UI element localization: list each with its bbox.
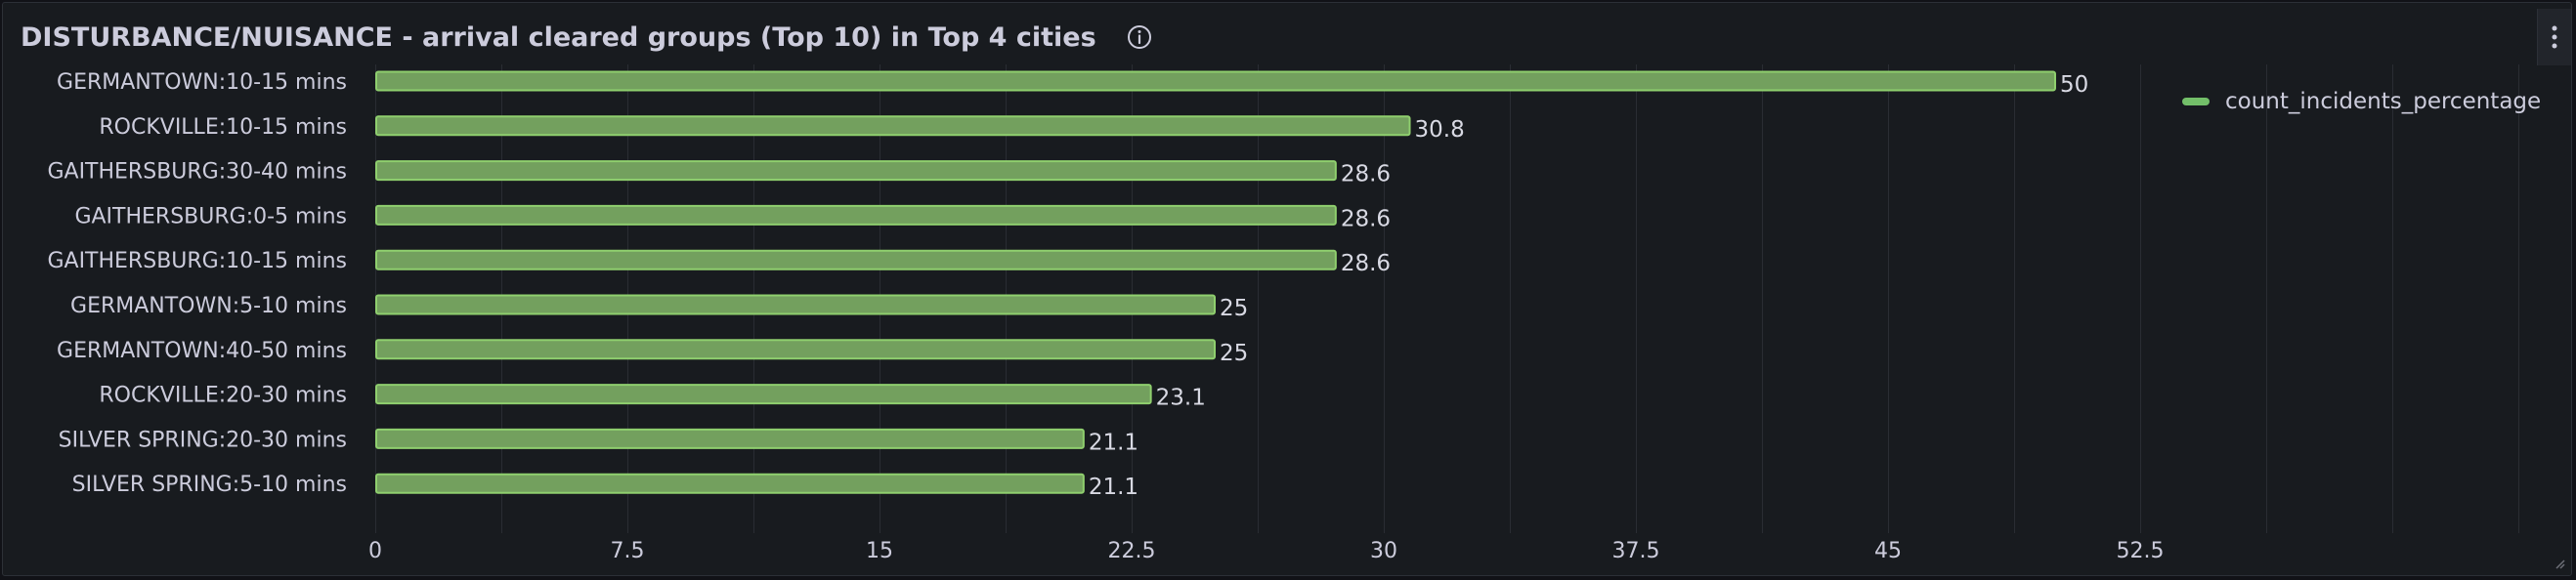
bar-1[interactable] (375, 115, 1411, 137)
x-tick-label-3: 22.5 (1108, 539, 1156, 563)
value-label-9: 21.1 (1089, 475, 1138, 500)
bar-8[interactable] (375, 428, 1085, 449)
x-tick-label-7: 52.5 (2117, 539, 2165, 563)
kebab-menu-icon[interactable] (2537, 9, 2571, 65)
bar-0[interactable] (375, 70, 2056, 92)
x-tick-label-1: 7.5 (611, 539, 645, 563)
x-axis-ticks: 0 7.5 15 22.5 30 37.5 45 52.5 (368, 539, 2164, 563)
bar-chart: GERMANTOWN:10-15 mins ROCKVILLE:10-15 min… (47, 64, 2519, 563)
x-tick-label-6: 45 (1874, 539, 1902, 563)
value-label-8: 21.1 (1089, 430, 1138, 455)
value-label-1: 30.8 (1415, 117, 1465, 143)
category-label-4: GAITHERSBURG:10-15 mins (47, 249, 347, 273)
category-label-5: GERMANTOWN:5-10 mins (70, 294, 347, 318)
resize-handle-icon[interactable] (2554, 558, 2565, 569)
category-label-9: SILVER SPRING:5-10 mins (72, 473, 347, 497)
bar-2[interactable] (375, 160, 1337, 182)
bars (375, 70, 2056, 494)
bar-5[interactable] (375, 294, 1216, 315)
value-label-4: 28.6 (1341, 251, 1391, 276)
panel-title: DISTURBANCE/NUISANCE - arrival cleared g… (21, 21, 1096, 53)
x-tick-label-4: 30 (1370, 539, 1397, 563)
legend-label: count_incidents_percentage (2225, 89, 2542, 114)
category-label-3: GAITHERSBURG:0-5 mins (74, 204, 347, 228)
bar-7[interactable] (375, 384, 1152, 405)
x-tick-label-5: 37.5 (1612, 539, 1660, 563)
value-labels: 50 30.8 28.6 28.6 28.6 25 25 23.1 21.1 21.1 (1089, 72, 2088, 500)
category-label-2: GAITHERSBURG:30-40 mins (47, 160, 347, 185)
value-label-0: 50 (2060, 72, 2088, 98)
value-label-5: 25 (1220, 296, 1248, 321)
category-labels: GERMANTOWN:10-15 mins ROCKVILLE:10-15 min… (47, 70, 347, 497)
info-circle-icon[interactable] (1126, 23, 1153, 51)
x-tick-label-2: 15 (866, 539, 893, 563)
value-label-3: 28.6 (1341, 206, 1391, 231)
value-label-7: 23.1 (1156, 386, 1206, 411)
value-label-6: 25 (1220, 341, 1248, 366)
category-label-8: SILVER SPRING:20-30 mins (59, 428, 347, 452)
legend-item[interactable]: count_incidents_percentage (2182, 89, 2541, 114)
x-tick-label-0: 0 (368, 539, 382, 563)
bar-3[interactable] (375, 204, 1337, 226)
category-label-6: GERMANTOWN:40-50 mins (57, 339, 347, 363)
category-label-0: GERMANTOWN:10-15 mins (57, 70, 347, 95)
bar-6[interactable] (375, 339, 1216, 360)
value-label-2: 28.6 (1341, 162, 1391, 187)
category-label-7: ROCKVILLE:20-30 mins (99, 384, 347, 408)
bar-9[interactable] (375, 473, 1085, 494)
panel-header: DISTURBANCE/NUISANCE - arrival cleared g… (3, 3, 2571, 71)
category-label-1: ROCKVILLE:10-15 mins (99, 115, 347, 140)
bar-4[interactable] (375, 249, 1337, 270)
legend-swatch (2182, 98, 2210, 105)
